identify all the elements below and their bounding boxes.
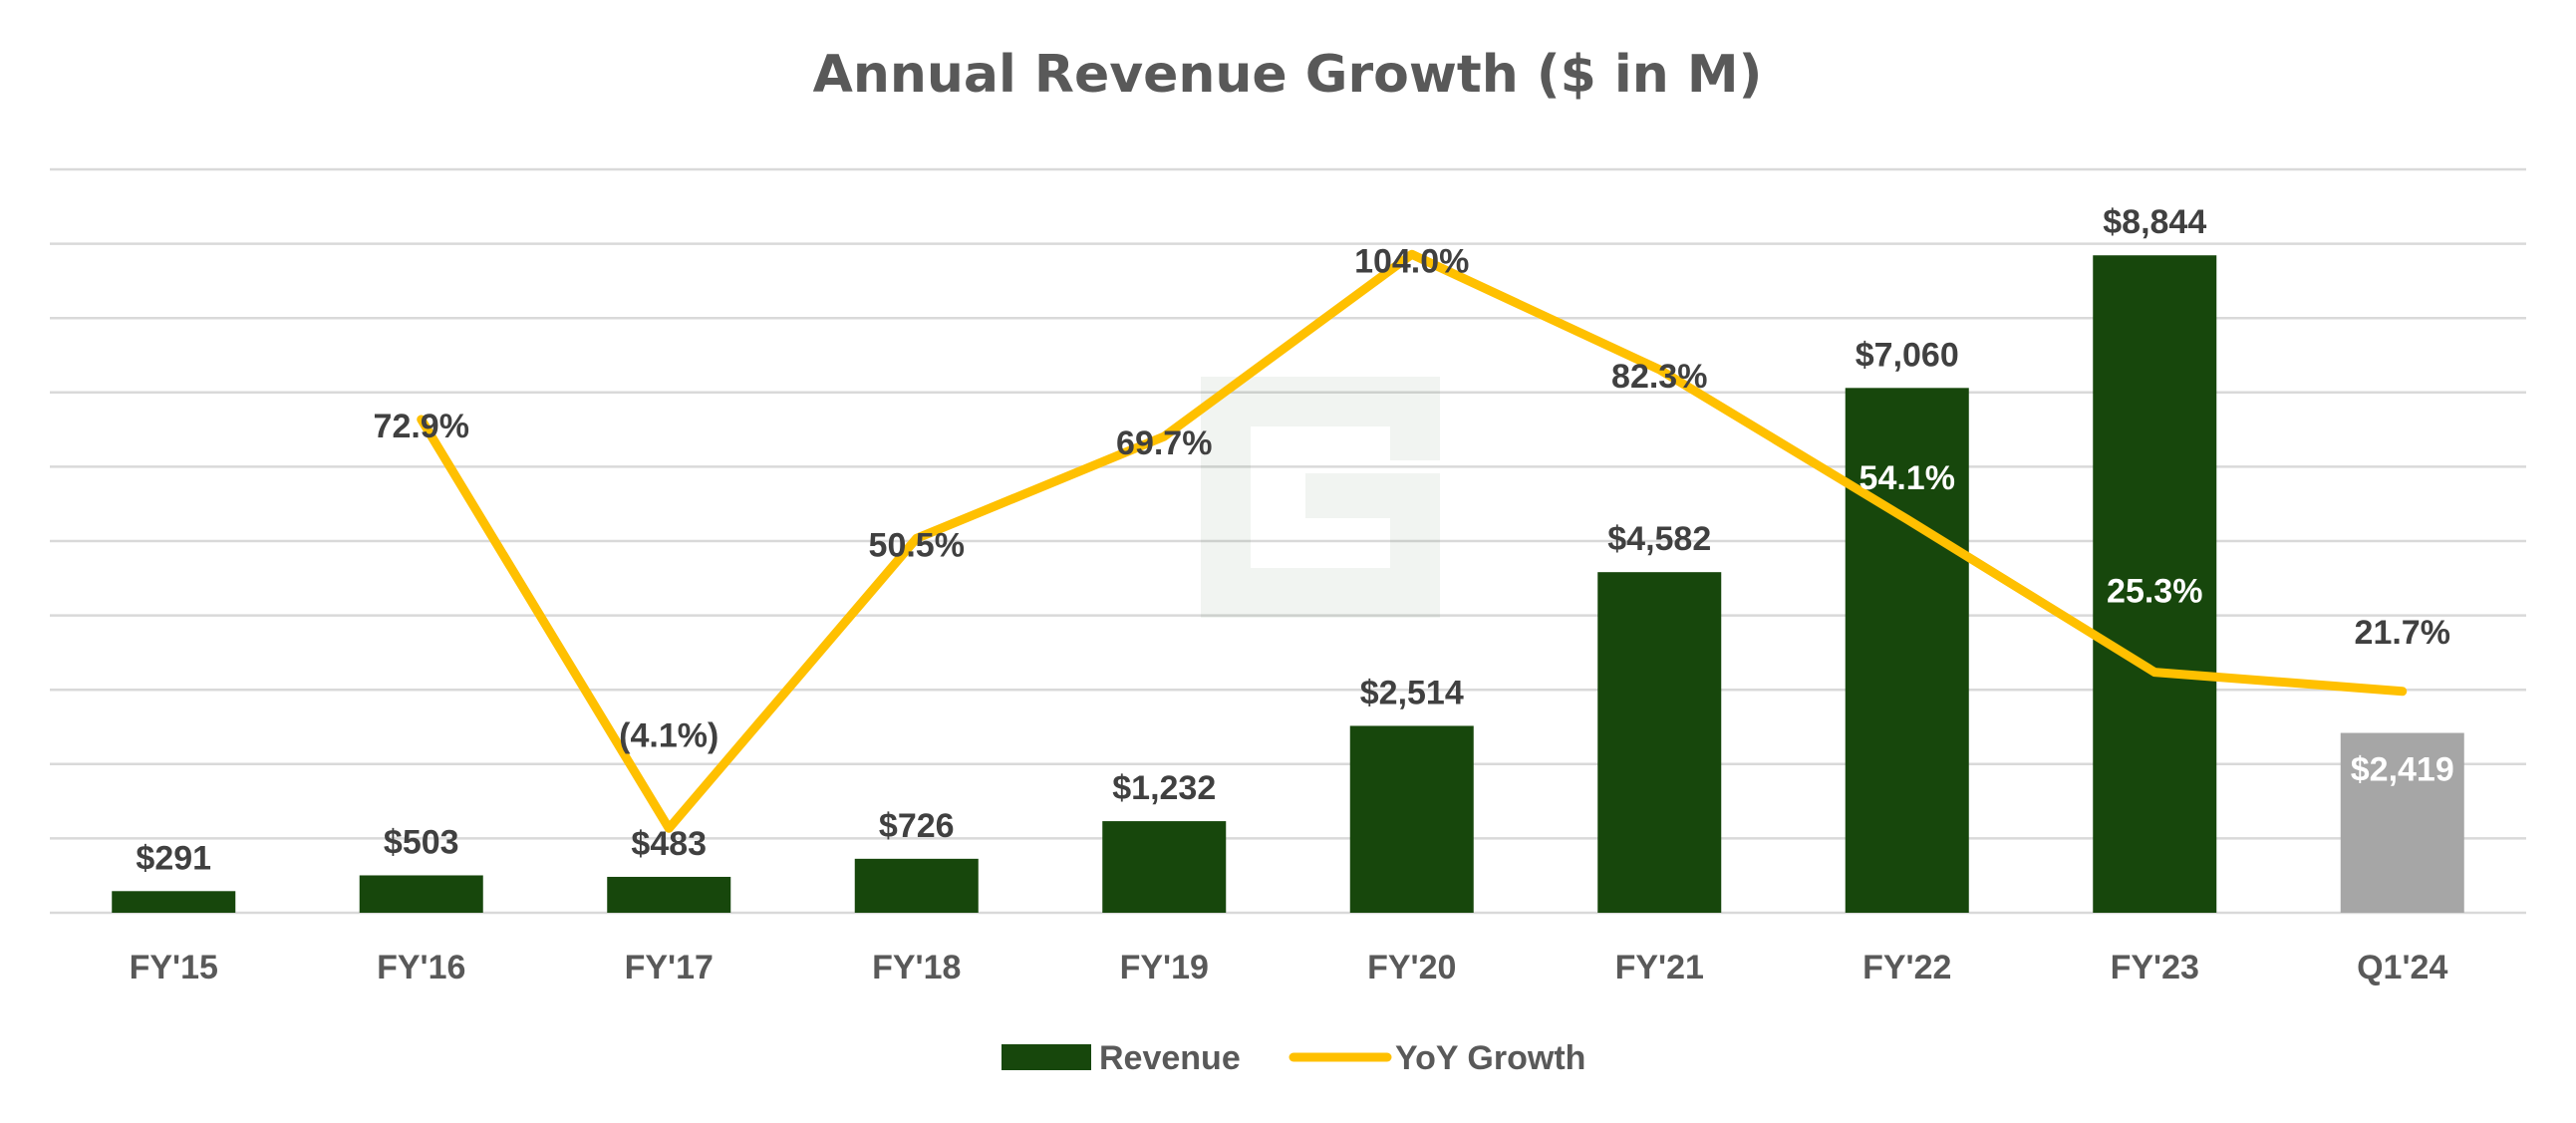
yoy-growth-data-label: 69.7%: [1116, 424, 1212, 462]
revenue-bar: [1102, 821, 1227, 913]
x-tick-label: FY'15: [130, 949, 218, 986]
revenue-data-label: $1,232: [1112, 769, 1216, 807]
revenue-bar: [1349, 725, 1474, 913]
revenue-data-label: $2,514: [1360, 674, 1464, 711]
legend-label-yoy: YoY Growth: [1395, 1039, 1585, 1077]
x-tick-label: FY'21: [1615, 949, 1704, 986]
yoy-growth-data-label: 104.0%: [1354, 242, 1469, 280]
x-tick-label: FY'18: [872, 949, 961, 986]
x-tick-label: Q1'24: [2357, 949, 2447, 986]
revenue-bar: [854, 858, 979, 913]
x-tick-label: FY'23: [2111, 949, 2199, 986]
revenue-data-label: $503: [384, 823, 459, 861]
yoy-growth-data-label: 72.9%: [374, 408, 469, 445]
x-tick-label: FY'22: [1862, 949, 1951, 986]
revenue-bars: [112, 255, 2464, 914]
revenue-data-label: $726: [879, 807, 955, 845]
yoy-growth-line: [417, 249, 2408, 833]
yoy-growth-data-label: 25.3%: [2107, 573, 2202, 611]
yoy-growth-data-label: 21.7%: [2355, 614, 2450, 652]
chart-title: Annual Revenue Growth ($ in M): [813, 45, 1763, 105]
revenue-data-label: $2,419: [2351, 751, 2454, 789]
x-tick-label: FY'16: [377, 949, 465, 986]
revenue-bar: [1845, 388, 1969, 914]
revenue-data-label: $8,844: [2103, 203, 2206, 241]
revenue-bar: [607, 876, 731, 913]
revenue-bar: [2340, 732, 2464, 913]
yoy-growth-labels: 72.9% (4.1%) 50.5% 69.7% 104.0% 82.3% 54.1% 25.…: [374, 242, 2450, 754]
revenue-data-label: $291: [136, 839, 211, 877]
revenue-bar: [1597, 572, 1722, 913]
yoy-growth-series-line: [417, 249, 2408, 833]
legend-swatch-revenue: [1002, 1044, 1091, 1070]
yoy-growth-data-label: 50.5%: [869, 526, 965, 564]
revenue-bar: [112, 891, 236, 913]
x-axis-ticks: FY'15 FY'16 FY'17 FY'18 FY'19 FY'20 FY'21 FY'22…: [130, 949, 2448, 986]
revenue-bar: [359, 875, 483, 913]
gridlines: [50, 167, 2526, 915]
x-tick-label: FY'17: [625, 949, 714, 986]
x-tick-label: FY'20: [1367, 949, 1456, 986]
yoy-growth-data-label: 82.3%: [1611, 358, 1707, 396]
legend: Revenue YoY Growth: [1002, 1039, 1585, 1077]
revenue-bar: [2093, 255, 2217, 913]
watermark-logo: [1201, 377, 1440, 618]
x-tick-label: FY'19: [1120, 949, 1209, 986]
revenue-data-label: $4,582: [1607, 520, 1711, 558]
yoy-growth-data-label: (4.1%): [619, 716, 718, 754]
yoy-growth-data-label: 54.1%: [1860, 459, 1955, 497]
legend-label-revenue: Revenue: [1099, 1039, 1241, 1077]
revenue-data-label: $7,060: [1856, 336, 1959, 374]
